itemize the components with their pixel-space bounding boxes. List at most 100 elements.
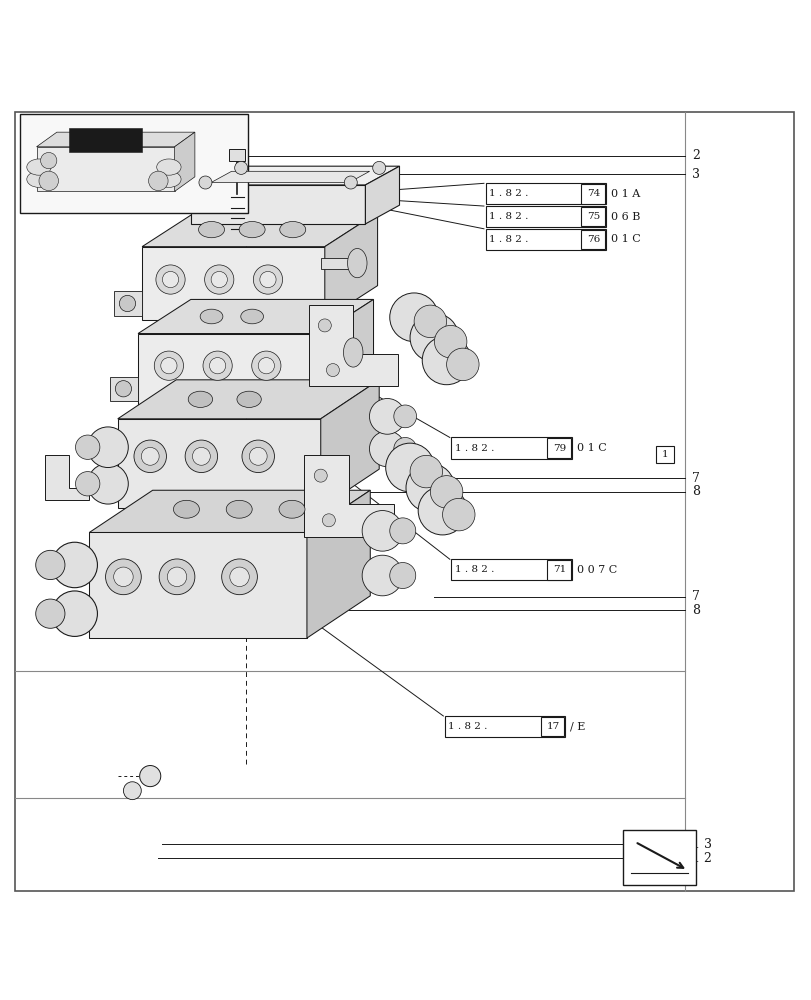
Polygon shape xyxy=(174,132,195,191)
Circle shape xyxy=(162,271,178,288)
Polygon shape xyxy=(308,305,397,386)
Text: 0 6 B: 0 6 B xyxy=(610,212,639,222)
FancyBboxPatch shape xyxy=(655,446,673,463)
Polygon shape xyxy=(304,455,393,537)
Circle shape xyxy=(185,440,217,473)
Ellipse shape xyxy=(198,221,224,238)
Polygon shape xyxy=(118,419,320,508)
Polygon shape xyxy=(36,147,174,191)
Circle shape xyxy=(123,782,141,800)
Ellipse shape xyxy=(434,325,466,358)
Circle shape xyxy=(322,514,335,527)
FancyBboxPatch shape xyxy=(485,206,605,227)
Circle shape xyxy=(41,152,57,169)
Polygon shape xyxy=(229,149,245,161)
Polygon shape xyxy=(118,380,379,419)
Circle shape xyxy=(167,567,187,587)
Circle shape xyxy=(344,176,357,189)
Polygon shape xyxy=(138,299,373,334)
Polygon shape xyxy=(36,132,195,147)
Text: 74: 74 xyxy=(586,189,599,198)
Circle shape xyxy=(258,358,274,374)
Circle shape xyxy=(314,469,327,482)
Ellipse shape xyxy=(75,472,100,496)
Ellipse shape xyxy=(157,159,181,175)
Circle shape xyxy=(372,161,385,174)
Polygon shape xyxy=(320,258,357,269)
Ellipse shape xyxy=(343,338,363,367)
Circle shape xyxy=(134,440,166,473)
Text: 75: 75 xyxy=(586,212,599,221)
Circle shape xyxy=(154,351,183,380)
Circle shape xyxy=(204,265,234,294)
Ellipse shape xyxy=(36,599,65,628)
Ellipse shape xyxy=(430,476,462,508)
Circle shape xyxy=(209,358,225,374)
Ellipse shape xyxy=(27,171,51,187)
Text: 3: 3 xyxy=(691,168,699,181)
Polygon shape xyxy=(114,291,142,316)
Circle shape xyxy=(253,265,282,294)
Circle shape xyxy=(242,440,274,473)
Ellipse shape xyxy=(406,463,454,512)
Ellipse shape xyxy=(410,455,442,488)
Ellipse shape xyxy=(52,591,97,636)
Polygon shape xyxy=(142,213,377,247)
Circle shape xyxy=(318,319,331,332)
Text: 0 1 C: 0 1 C xyxy=(610,234,640,244)
Ellipse shape xyxy=(446,348,478,381)
Ellipse shape xyxy=(393,437,416,460)
Ellipse shape xyxy=(389,293,438,342)
Circle shape xyxy=(141,447,159,465)
Ellipse shape xyxy=(362,555,402,596)
Text: 7: 7 xyxy=(691,472,699,485)
Circle shape xyxy=(156,265,185,294)
Ellipse shape xyxy=(174,500,200,518)
Circle shape xyxy=(115,381,131,397)
Polygon shape xyxy=(109,377,138,401)
Polygon shape xyxy=(142,247,324,320)
Ellipse shape xyxy=(157,171,181,187)
Ellipse shape xyxy=(369,398,405,434)
Text: 1 . 8 2 .: 1 . 8 2 . xyxy=(488,189,527,198)
Circle shape xyxy=(192,447,210,465)
FancyBboxPatch shape xyxy=(622,830,695,885)
Text: 1 3: 1 3 xyxy=(691,838,711,851)
Text: 71: 71 xyxy=(552,565,565,574)
Ellipse shape xyxy=(75,435,100,459)
Ellipse shape xyxy=(279,221,305,238)
Ellipse shape xyxy=(442,498,474,531)
Text: 17: 17 xyxy=(546,722,559,731)
Text: / E: / E xyxy=(569,722,585,732)
Circle shape xyxy=(234,161,247,174)
Ellipse shape xyxy=(279,500,305,518)
Ellipse shape xyxy=(36,550,65,580)
Text: 1 2: 1 2 xyxy=(691,852,710,865)
Circle shape xyxy=(161,358,177,374)
Polygon shape xyxy=(211,171,369,183)
Polygon shape xyxy=(138,334,320,405)
Ellipse shape xyxy=(240,309,263,324)
Ellipse shape xyxy=(52,542,97,588)
FancyBboxPatch shape xyxy=(451,559,571,580)
Ellipse shape xyxy=(237,391,261,407)
Ellipse shape xyxy=(369,431,405,467)
Text: 79: 79 xyxy=(552,444,565,453)
FancyBboxPatch shape xyxy=(485,229,605,250)
Text: 1: 1 xyxy=(661,450,667,459)
FancyBboxPatch shape xyxy=(547,438,570,458)
FancyBboxPatch shape xyxy=(547,560,570,580)
Circle shape xyxy=(203,351,232,380)
Ellipse shape xyxy=(414,305,446,338)
Ellipse shape xyxy=(238,221,264,238)
Polygon shape xyxy=(69,128,142,152)
Ellipse shape xyxy=(188,391,212,407)
Text: 8: 8 xyxy=(691,604,699,617)
Ellipse shape xyxy=(226,500,252,518)
FancyBboxPatch shape xyxy=(581,230,604,249)
FancyBboxPatch shape xyxy=(444,716,564,737)
Circle shape xyxy=(260,271,276,288)
Circle shape xyxy=(199,176,212,189)
Circle shape xyxy=(221,559,257,595)
Ellipse shape xyxy=(200,309,222,324)
